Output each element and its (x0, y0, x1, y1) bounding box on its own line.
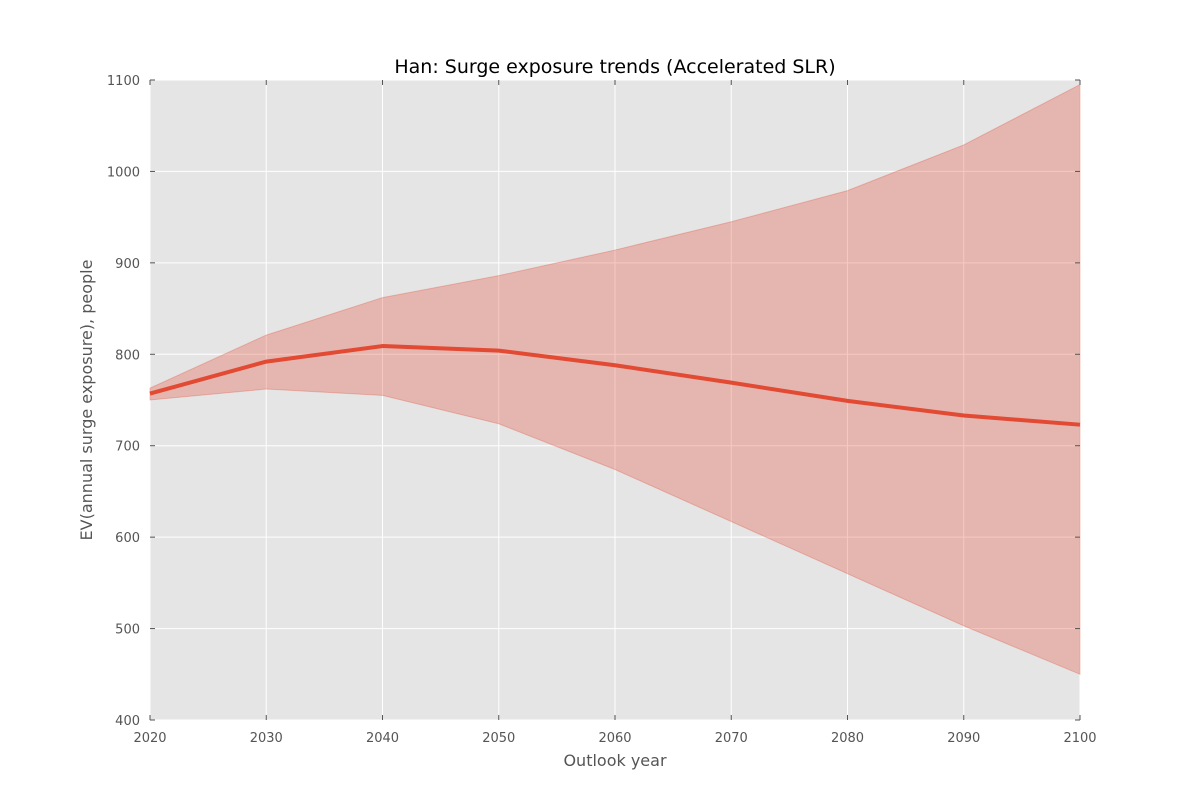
x-tick-label: 2100 (1063, 731, 1096, 746)
x-tick-label: 2020 (133, 731, 166, 746)
y-tick-label: 800 (115, 348, 140, 363)
y-tick-label: 1100 (107, 74, 140, 89)
y-tick-label: 1000 (107, 165, 140, 180)
x-tick-label: 2030 (250, 731, 283, 746)
series-layer (149, 344, 1081, 427)
uncertainty-band-layer (149, 83, 1081, 676)
x-tick-label: 2090 (947, 731, 980, 746)
y-tick-label: 400 (115, 714, 140, 729)
x-tick-label: 2060 (598, 731, 631, 746)
series-line (149, 344, 1081, 427)
x-tick-label: 2050 (482, 731, 515, 746)
y-tick-label: 500 (115, 623, 140, 638)
ticks (149, 79, 1081, 721)
y-tick-label: 600 (115, 531, 140, 546)
x-tick-label: 2080 (831, 731, 864, 746)
y-axis-label: EV(annual surge exposure), people (77, 260, 96, 541)
x-tick-label: 2070 (715, 731, 748, 746)
x-tick-label: 2040 (366, 731, 399, 746)
y-tick-label: 900 (115, 257, 140, 272)
chart-title: Han: Surge exposure trends (Accelerated … (394, 56, 835, 78)
tick-labels: 2020 2030 2040 2050 2060 2070 2080 2090 2100 400 5… (107, 74, 1097, 746)
x-axis-label: Outlook year (563, 751, 667, 770)
y-tick-label: 700 (115, 440, 140, 455)
uncertainty-band (149, 83, 1081, 676)
